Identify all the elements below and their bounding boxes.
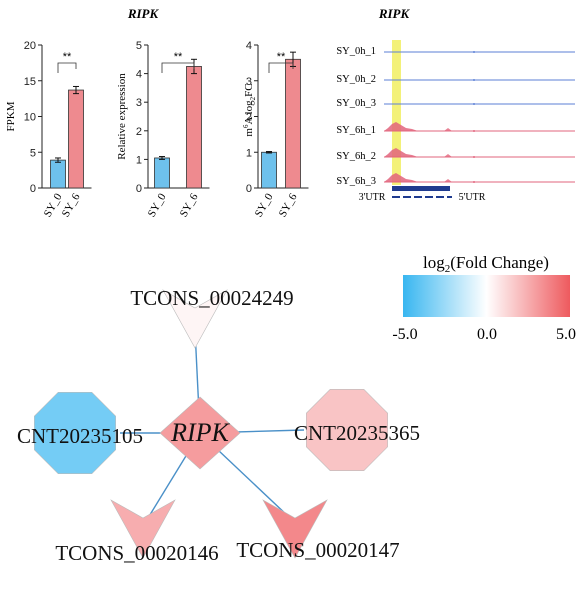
gene-title: RIPK (127, 6, 160, 21)
node-TCONS_00020147 (262, 499, 328, 559)
significance-bracket (268, 62, 294, 73)
utr-left-label: 3'UTR (359, 192, 386, 203)
y-tick-label: 3 (136, 97, 142, 109)
y-tick-label: 4 (246, 40, 252, 52)
node-CNT20235365 (306, 389, 388, 471)
bar-SY_0 (154, 157, 170, 189)
y-tick-label: 2 (136, 126, 142, 138)
track-dot (473, 130, 475, 132)
significance-mark: ** (277, 51, 286, 63)
bar-SY_6 (285, 58, 301, 189)
bar-SY_0 (50, 159, 66, 189)
y-tick-label: 0 (246, 183, 252, 195)
bar-SY_6 (68, 89, 84, 189)
x-tick-label: SY_6 (178, 191, 201, 219)
node-label-RIPK: RIPK (170, 418, 230, 447)
track-dot (473, 51, 475, 53)
y-tick-label: 2 (246, 112, 252, 124)
track-dot (473, 103, 475, 105)
y-tick-label: 0 (30, 183, 36, 195)
node-label-CNT20235105: CNT20235105 (17, 424, 143, 448)
m6a-chart: m6A log2FC 0 1 2 3 4 SY_0 SY_6 ** (242, 40, 309, 219)
legend-min-label: -5.0 (392, 326, 417, 343)
bar-SY_6 (186, 66, 202, 189)
node-label-TCONS_00020147: TCONS_00020147 (236, 538, 399, 562)
legend-title: log2(Fold Change) (423, 253, 549, 275)
y-tick-label: 1 (136, 154, 142, 166)
track-label: SY_6h_2 (336, 151, 376, 162)
m6a-ylabel: m6A log2FC (242, 83, 257, 136)
track-dot (473, 156, 475, 158)
genome-browser-tracks: SY_0h_1 SY_0h_2 SY_0h_3 SY_6h_1 SY_6h_2 SY_6h… (336, 40, 575, 198)
y-tick-label: 3 (246, 76, 252, 88)
coverage-peak (384, 173, 418, 182)
x-tick-label: SY_6 (277, 191, 300, 219)
legend-mid-label: 0.0 (477, 326, 497, 343)
y-tick-label: 5 (136, 40, 142, 52)
coverage-peak (384, 122, 418, 131)
legend-max-label: 5.0 (556, 326, 576, 343)
gene-exon-block (392, 186, 450, 191)
y-tick-label: 0 (136, 183, 142, 195)
significance-bracket (57, 62, 77, 73)
track-label: SY_0h_2 (336, 74, 376, 85)
significance-bracket (161, 62, 195, 73)
legend-colorbar (403, 275, 570, 317)
significance-mark: ** (174, 51, 183, 63)
interaction-network: TCONS_00024249 CNT20235105 CNT20235365 TCON… (17, 286, 420, 565)
utr-right-label: 5'UTR (459, 192, 486, 203)
node-RIPK (159, 396, 241, 470)
y-tick-label: 5 (30, 147, 36, 159)
coverage-peak (384, 148, 418, 157)
node-TCONS_00020146 (110, 499, 176, 559)
y-tick-label: 4 (136, 69, 142, 81)
track-label: SY_6h_3 (336, 176, 376, 187)
coverage-peak (444, 128, 452, 131)
y-axis-label: Relative expression (116, 73, 128, 160)
coverage-peak (444, 154, 452, 157)
x-tick-label: SY_6 (60, 191, 83, 219)
track-title: RIPK (378, 6, 411, 21)
significance-mark: ** (63, 51, 72, 63)
node-CNT20235105 (34, 392, 116, 474)
track-label: SY_0h_1 (336, 46, 376, 57)
y-tick-label: 20 (24, 40, 36, 52)
relative-expression-chart: 0 1 2 3 4 5 Relative expression SY_0 SY_6 ** (116, 40, 210, 219)
coverage-peak (444, 179, 452, 182)
track-dot (473, 79, 475, 81)
node-label-CNT20235365: CNT20235365 (294, 421, 420, 445)
track-label: SY_0h_3 (336, 98, 376, 109)
y-tick-label: 1 (246, 147, 252, 159)
node-label-TCONS_00020146: TCONS_00020146 (55, 541, 218, 565)
y-tick-label: 15 (24, 76, 36, 88)
y-axis-label: FPKM (5, 101, 17, 131)
node-TCONS_00024249 (162, 289, 228, 349)
node-label-TCONS_00024249: TCONS_00024249 (130, 286, 293, 310)
track-label: SY_6h_1 (336, 125, 376, 136)
y-tick-label: 10 (24, 112, 36, 124)
bar-SY_0 (261, 151, 277, 189)
track-dot (473, 181, 475, 183)
peak-highlight (392, 40, 401, 185)
x-tick-label: SY_0 (253, 191, 276, 219)
x-tick-label: SY_0 (146, 191, 169, 219)
